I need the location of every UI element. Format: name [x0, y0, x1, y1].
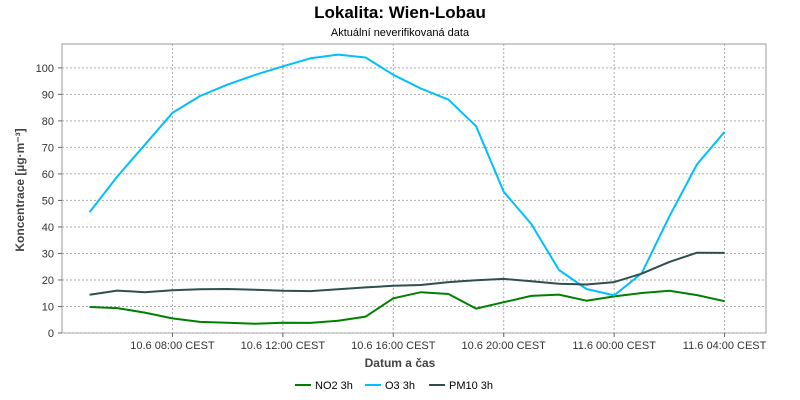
- legend-label: PM10 3h: [449, 380, 493, 392]
- y-axis-title: Koncentrace [µg·m⁻³]: [13, 128, 27, 251]
- chart-subtitle: Aktuální neverifikovaná data: [331, 27, 470, 39]
- legend: NO2 3h O3 3h PM10 3h: [295, 380, 493, 392]
- x-tick-label: 10.6 12:00 CEST: [241, 340, 326, 352]
- y-tick-label: 20: [42, 275, 54, 287]
- legend-item: NO2 3h: [295, 380, 353, 392]
- series-line-o3-3h: [88, 53, 726, 297]
- y-tick-label: 60: [42, 169, 54, 181]
- y-tick-label: 0: [48, 328, 54, 340]
- y-tick-label: 90: [42, 89, 54, 101]
- series-line-pm10-3h: [89, 251, 725, 296]
- series-lines: [88, 53, 726, 325]
- axes: 0 10 20 30 40 50 60 70 80 90 100 10.6 08:00 CEST 10.…: [36, 63, 767, 352]
- legend-item: PM10 3h: [429, 380, 493, 392]
- y-tick-label: 50: [42, 195, 54, 207]
- x-tick-label: 10.6 16:00 CEST: [351, 340, 436, 352]
- y-tick-label: 70: [42, 142, 54, 154]
- x-tick-label: 10.6 08:00 CEST: [130, 340, 215, 352]
- series-line-no2-3h: [89, 289, 725, 325]
- legend-label: O3 3h: [385, 380, 415, 392]
- x-tick-label: 11.6 04:00 CEST: [683, 340, 767, 352]
- x-tick-label: 11.6 00:00 CEST: [572, 340, 656, 352]
- y-tick-label: 10: [42, 301, 54, 313]
- y-tick-label: 40: [42, 222, 54, 234]
- y-tick-label: 100: [36, 63, 54, 75]
- y-tick-label: 80: [42, 116, 54, 128]
- legend-label: NO2 3h: [315, 380, 353, 392]
- x-tick-label: 10.6 20:00 CEST: [462, 340, 547, 352]
- chart-title: Lokalita: Wien-Lobau: [314, 3, 486, 22]
- x-axis-title: Datum a čas: [365, 356, 436, 370]
- legend-item: O3 3h: [365, 380, 415, 392]
- y-tick-label: 30: [42, 248, 54, 260]
